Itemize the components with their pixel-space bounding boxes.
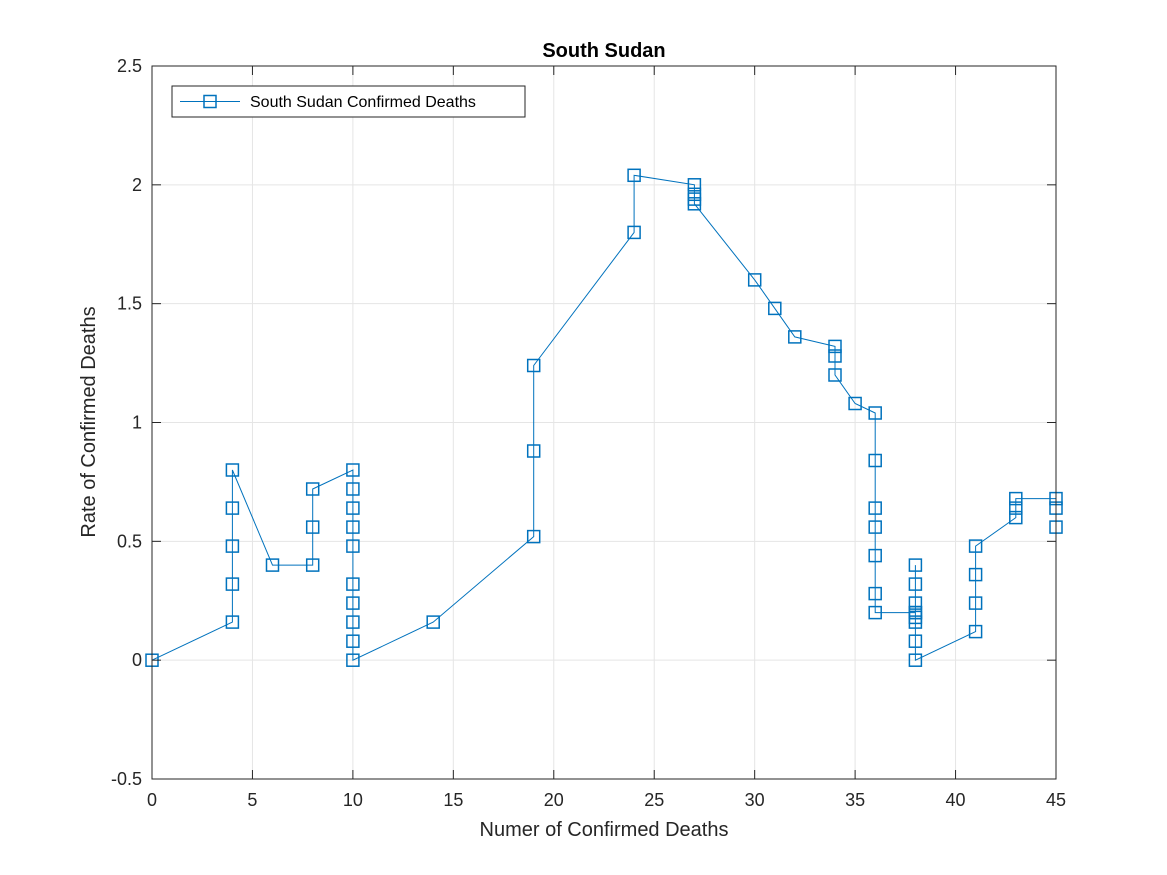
data-point-marker bbox=[908, 577, 923, 591]
data-point-marker bbox=[868, 453, 882, 468]
data-point-marker bbox=[908, 653, 923, 667]
data-point-marker bbox=[526, 444, 541, 458]
data-point-marker bbox=[747, 273, 762, 287]
y-tick-label: 0.5 bbox=[117, 531, 142, 551]
legend-entry-label: South Sudan Confirmed Deaths bbox=[250, 94, 476, 111]
data-point-marker bbox=[768, 301, 782, 316]
data-point-marker bbox=[305, 520, 320, 534]
legend: South Sudan Confirmed Deaths bbox=[171, 85, 526, 118]
y-axis-label: Rate of Confirmed Deaths bbox=[78, 306, 100, 537]
data-point-marker bbox=[848, 396, 862, 411]
y-tick-label: 0 bbox=[132, 650, 142, 670]
data-point-marker bbox=[908, 615, 923, 629]
data-point-marker bbox=[868, 605, 882, 620]
data-point-marker bbox=[627, 168, 641, 183]
data-point-marker bbox=[868, 586, 882, 601]
data-point-marker bbox=[265, 558, 280, 572]
data-point-marker bbox=[346, 539, 360, 553]
data-point-marker bbox=[305, 482, 320, 496]
data-point-marker bbox=[225, 615, 240, 629]
data-point-marker bbox=[968, 539, 983, 553]
data-point-marker bbox=[1009, 510, 1023, 525]
y-tick-label: 2.5 bbox=[117, 56, 142, 76]
chart-title: South Sudan bbox=[542, 40, 665, 62]
data-point-marker bbox=[225, 539, 240, 553]
data-point-marker bbox=[346, 634, 360, 648]
x-tick-label: 25 bbox=[644, 790, 664, 810]
data-point-marker bbox=[908, 558, 923, 572]
x-axis-label: Numer of Confirmed Deaths bbox=[480, 819, 729, 841]
data-point-marker bbox=[225, 501, 240, 515]
data-point-marker bbox=[687, 197, 702, 211]
x-tick-label: 45 bbox=[1046, 790, 1066, 810]
x-tick-label: 40 bbox=[946, 790, 966, 810]
data-point-marker bbox=[346, 520, 360, 534]
data-point-marker bbox=[868, 548, 882, 563]
data-point-marker bbox=[225, 577, 240, 591]
x-tick-label: 15 bbox=[443, 790, 463, 810]
data-point-marker bbox=[346, 463, 360, 477]
data-point-marker bbox=[828, 349, 842, 363]
data-point-marker bbox=[868, 406, 882, 420]
x-tick-label: 20 bbox=[544, 790, 564, 810]
data-point-marker bbox=[346, 577, 360, 591]
data-point-marker bbox=[346, 653, 360, 667]
axis-ticks: 0 5 10 15 20 25 30 35 40 45-0.500.511.522.5 bbox=[111, 56, 1066, 810]
data-point-marker bbox=[346, 482, 360, 496]
x-tick-label: 0 bbox=[147, 790, 157, 810]
legend-marker-icon bbox=[203, 94, 217, 109]
y-tick-label: 1.5 bbox=[117, 294, 142, 314]
data-point-marker bbox=[225, 463, 240, 477]
data-point-marker bbox=[968, 567, 983, 582]
data-point-marker bbox=[868, 501, 882, 515]
data-point-marker bbox=[346, 615, 360, 629]
data-point-marker bbox=[828, 339, 842, 354]
y-tick-label: -0.5 bbox=[111, 769, 142, 789]
data-point-marker bbox=[305, 558, 320, 572]
y-tick-label: 2 bbox=[132, 175, 142, 195]
data-point-marker bbox=[788, 330, 802, 344]
data-point-marker bbox=[426, 615, 440, 629]
data-point-marker bbox=[346, 596, 360, 610]
x-tick-label: 30 bbox=[745, 790, 765, 810]
data-point-marker bbox=[968, 624, 983, 639]
data-point-marker bbox=[968, 596, 983, 610]
data-point-marker bbox=[526, 358, 541, 373]
data-point-marker bbox=[687, 178, 702, 192]
x-tick-label: 10 bbox=[343, 790, 363, 810]
x-tick-label: 35 bbox=[845, 790, 865, 810]
data-point-marker bbox=[828, 368, 842, 382]
y-tick-label: 1 bbox=[132, 413, 142, 433]
data-point-marker bbox=[346, 501, 360, 515]
data-point-marker bbox=[868, 520, 882, 534]
data-point-marker bbox=[908, 634, 923, 648]
x-tick-label: 5 bbox=[247, 790, 257, 810]
data-point-marker bbox=[1009, 501, 1023, 515]
data-point-marker bbox=[526, 529, 541, 544]
data-point-marker bbox=[1009, 491, 1023, 506]
data-point-marker bbox=[627, 225, 641, 240]
series-layer bbox=[145, 168, 1063, 667]
data-point-marker bbox=[908, 596, 923, 610]
